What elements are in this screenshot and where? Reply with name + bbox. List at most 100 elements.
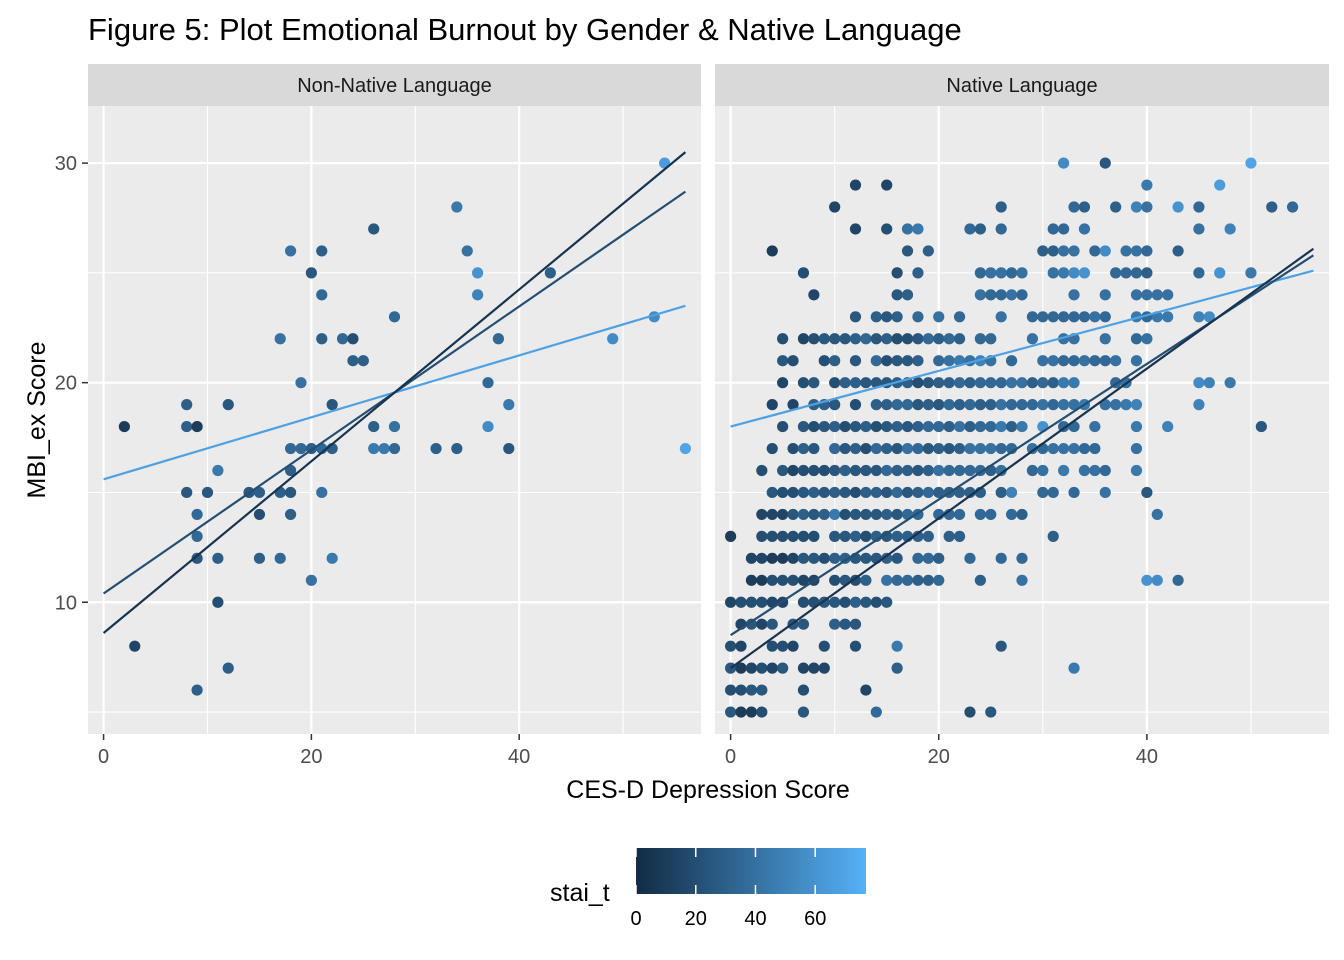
data-point <box>974 223 986 235</box>
data-point <box>1058 377 1070 389</box>
data-point <box>901 399 914 411</box>
data-point <box>870 311 882 323</box>
data-point <box>1005 508 1018 521</box>
data-point <box>1151 574 1163 586</box>
data-point <box>181 486 193 499</box>
data-point <box>953 420 966 433</box>
data-point <box>901 223 914 235</box>
data-point <box>201 486 214 499</box>
data-point <box>839 530 851 542</box>
data-point <box>285 464 297 477</box>
data-point <box>985 706 997 718</box>
data-point <box>735 684 747 696</box>
data-point <box>1141 179 1153 191</box>
data-point <box>1047 530 1059 542</box>
data-point <box>829 486 841 499</box>
data-point <box>912 399 924 411</box>
data-point <box>985 377 997 389</box>
data-point <box>1037 245 1049 257</box>
data-point <box>212 464 224 477</box>
data-point <box>891 399 903 411</box>
data-point <box>964 420 976 433</box>
data-point <box>1016 267 1028 279</box>
data-point <box>922 442 934 455</box>
data-point <box>870 486 882 499</box>
data-point <box>1058 157 1070 169</box>
data-point <box>964 399 976 411</box>
data-point <box>797 333 810 345</box>
data-point <box>305 574 317 586</box>
data-point <box>870 420 882 433</box>
data-point <box>1130 355 1143 367</box>
panel-points <box>118 157 692 696</box>
data-point <box>1068 201 1080 213</box>
data-point <box>933 399 945 411</box>
data-point <box>1099 289 1111 301</box>
data-point <box>797 662 810 674</box>
data-point <box>964 442 976 455</box>
data-point <box>912 223 924 235</box>
data-point <box>787 464 799 477</box>
data-point <box>829 530 841 542</box>
data-point <box>1026 377 1039 389</box>
data-point <box>305 267 317 279</box>
data-point <box>818 355 830 367</box>
data-point <box>891 420 903 433</box>
data-point <box>745 706 758 718</box>
data-point <box>336 333 349 345</box>
data-point <box>461 245 473 257</box>
data-point <box>745 618 758 630</box>
data-point <box>891 311 903 323</box>
data-point <box>1162 289 1174 301</box>
data-point <box>1099 245 1111 257</box>
data-point <box>881 399 893 411</box>
data-point <box>1120 399 1132 411</box>
data-point <box>1203 377 1215 389</box>
data-point <box>326 552 338 564</box>
data-point <box>1193 377 1205 389</box>
data-point <box>891 355 903 367</box>
data-point <box>797 267 810 279</box>
legend: stai_t 0 20 40 60 <box>550 848 866 930</box>
data-point <box>818 662 830 674</box>
data-point <box>1162 311 1174 323</box>
panel-background <box>88 106 701 734</box>
data-point <box>839 333 851 345</box>
data-point <box>1016 289 1028 301</box>
data-point <box>860 486 872 499</box>
data-point <box>129 640 141 652</box>
data-point <box>995 377 1007 389</box>
data-point <box>1120 267 1132 279</box>
data-point <box>1078 223 1091 235</box>
data-point <box>1172 245 1184 257</box>
data-point <box>985 399 997 411</box>
data-point <box>912 377 924 389</box>
data-point <box>849 399 862 411</box>
data-point <box>787 640 799 652</box>
data-point <box>849 223 862 235</box>
data-point <box>1005 486 1018 499</box>
data-point <box>860 684 872 696</box>
data-point <box>482 377 494 389</box>
data-point <box>995 223 1007 235</box>
data-point <box>777 662 789 674</box>
data-point <box>901 442 914 455</box>
data-point <box>881 464 893 477</box>
data-point <box>974 574 986 586</box>
data-point <box>797 684 810 696</box>
data-point <box>357 355 369 367</box>
regression-line <box>102 151 687 634</box>
data-point <box>1058 223 1070 235</box>
data-point <box>118 420 130 433</box>
data-point <box>808 486 820 499</box>
data-point <box>881 355 893 367</box>
data-point <box>1110 267 1122 279</box>
data-point <box>870 355 882 367</box>
data-point <box>191 684 203 696</box>
data-point <box>1130 267 1143 279</box>
data-point <box>756 684 768 696</box>
data-point <box>1005 289 1018 301</box>
data-point <box>1089 442 1101 455</box>
legend-title: stai_t <box>550 879 610 907</box>
data-point <box>808 530 820 542</box>
